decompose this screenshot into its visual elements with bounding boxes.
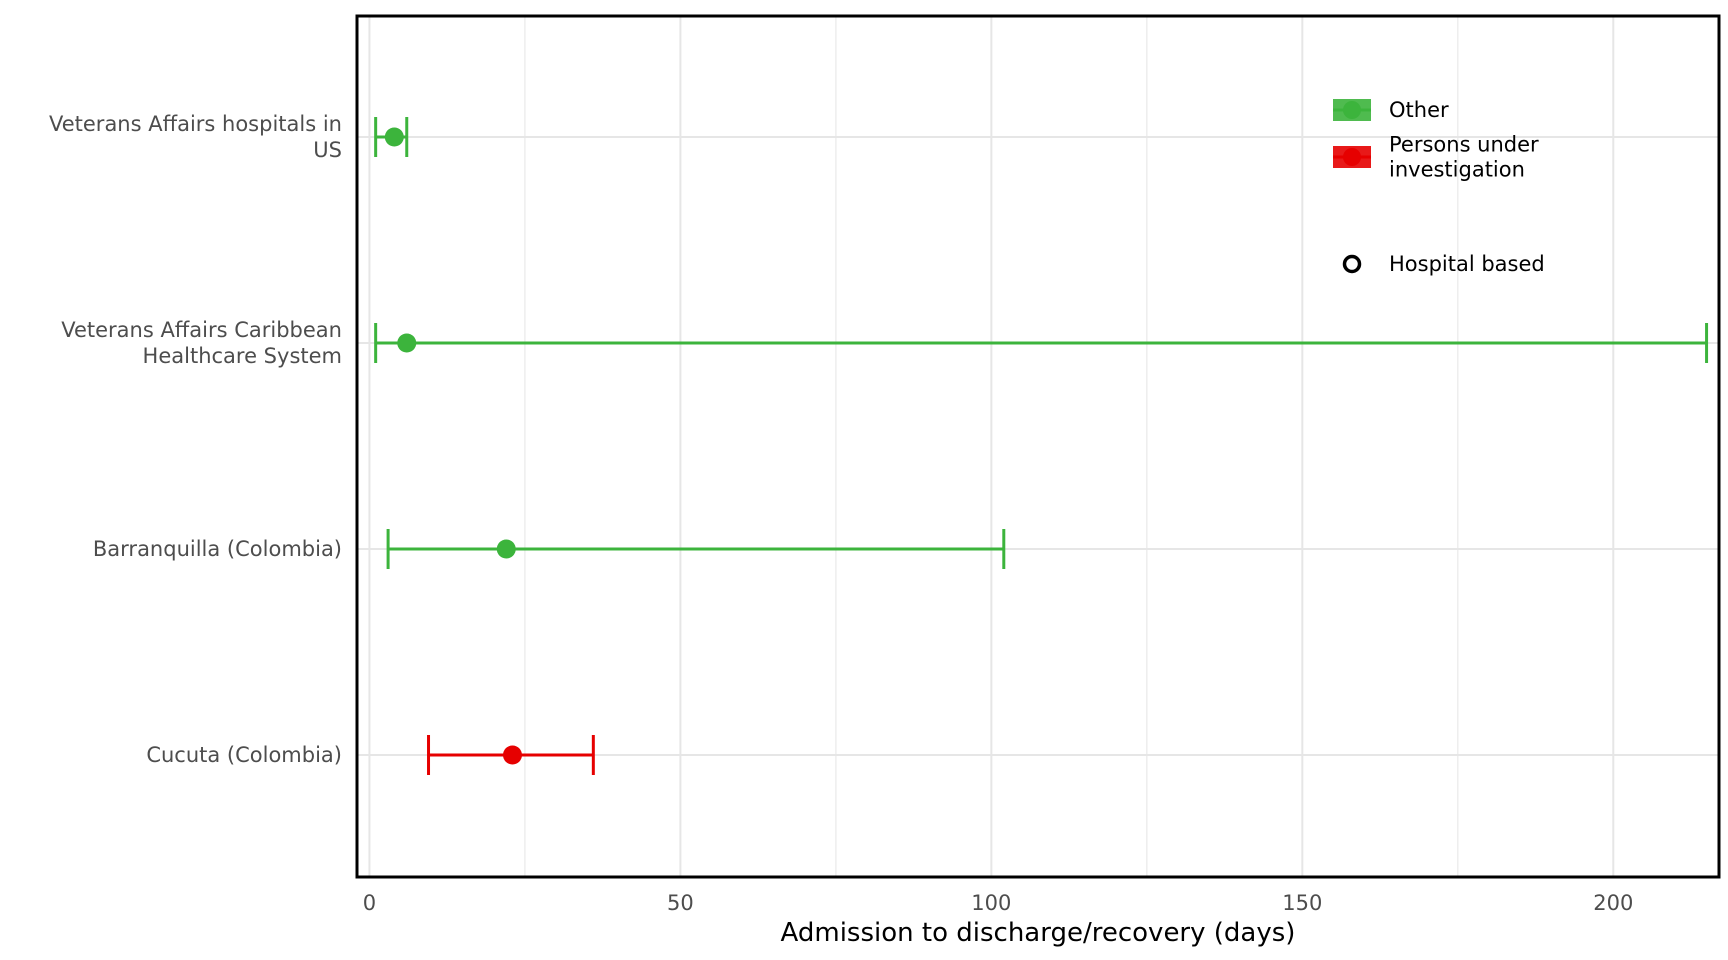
data-marks: [374, 117, 1709, 775]
legend-key-point: [1343, 148, 1361, 166]
error-bar-group: [374, 323, 1709, 363]
error-bar-group: [427, 735, 595, 775]
legend-open-circle: [1342, 254, 1362, 274]
legend-item-shape: Hospital based: [1342, 252, 1545, 276]
category-label: Cucuta (Colombia): [146, 743, 342, 767]
legend-item: Persons under investigation: [1333, 133, 1539, 182]
x-tick-label: 150: [1282, 891, 1322, 915]
x-tick-label: 50: [667, 891, 694, 915]
point-estimate: [496, 539, 516, 559]
legend-label: Other: [1389, 98, 1449, 122]
error-bar-group: [386, 529, 1006, 569]
point-estimate: [384, 127, 404, 147]
legend-item: Other: [1333, 98, 1449, 122]
x-axis-title: Admission to discharge/recovery (days): [781, 918, 1296, 948]
x-tick-label: 200: [1593, 891, 1633, 915]
error-bar-group: [374, 117, 409, 157]
legend-label: Persons under investigation: [1389, 133, 1539, 182]
point-estimate: [397, 333, 417, 353]
x-tick-label: 0: [363, 891, 376, 915]
category-label: Barranquilla (Colombia): [93, 537, 342, 561]
legend-key-point: [1343, 101, 1361, 119]
panel-border: [355, 14, 1721, 879]
x-tick-label: 100: [971, 891, 1011, 915]
x-tick-labels: 0 50 100 150 200: [363, 891, 1634, 915]
category-labels: Veterans Affairs hospitals in US Veterans …: [49, 112, 342, 767]
category-label: Veterans Affairs hospitals in US: [49, 112, 342, 162]
category-label: Veterans Affairs Caribbean Healthcare Sys…: [61, 318, 342, 368]
legend: Other Persons under investigation Hospital …: [1333, 98, 1545, 276]
legend-label: Hospital based: [1389, 252, 1545, 276]
point-estimate: [502, 745, 522, 765]
